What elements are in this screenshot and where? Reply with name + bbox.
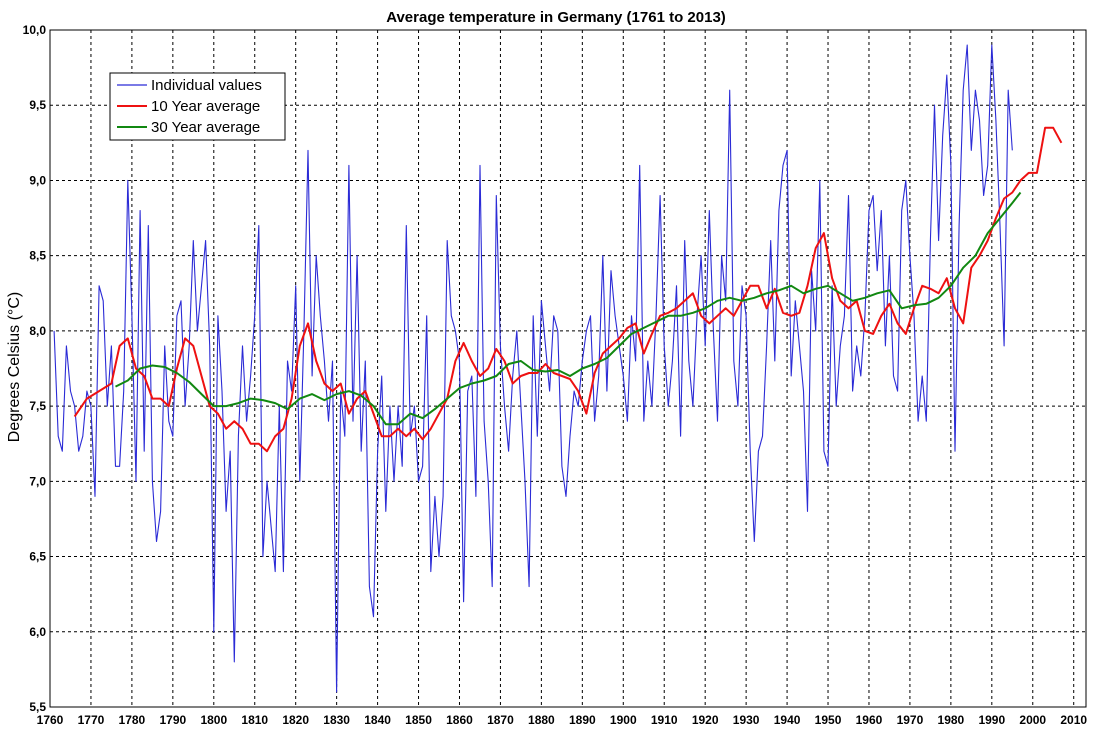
x-tick-label: 1970 (897, 713, 924, 727)
y-tick-label: 10,0 (23, 23, 47, 37)
y-tick-label: 6,0 (29, 625, 46, 639)
y-tick-label: 8,5 (29, 249, 46, 263)
y-tick-label: 6,5 (29, 550, 46, 564)
x-tick-label: 1910 (651, 713, 678, 727)
x-tick-label: 1980 (938, 713, 965, 727)
series-line-30-year-average (115, 191, 1022, 426)
x-tick-label: 1940 (774, 713, 801, 727)
x-tick-label: 1820 (282, 713, 309, 727)
y-tick-label: 5,5 (29, 700, 46, 714)
x-tick-label: 1810 (241, 713, 268, 727)
x-tick-label: 1790 (159, 713, 186, 727)
y-axis-label: Degrees Celsius (°C) (6, 292, 23, 442)
x-tick-label: 1920 (692, 713, 719, 727)
x-tick-label: 1900 (610, 713, 637, 727)
y-tick-label: 8,0 (29, 324, 46, 338)
x-tick-label: 1990 (978, 713, 1005, 727)
x-tick-label: 1850 (405, 713, 432, 727)
x-tick-labels: 1760 1770 1780 1790 1800 1810 1820 1830 1840 1850… (37, 713, 1088, 727)
x-tick-label: 1860 (446, 713, 473, 727)
x-tick-label: 1950 (815, 713, 842, 727)
series-line-individual-values (53, 44, 1013, 693)
y-tick-label: 9,0 (29, 173, 46, 187)
legend: Individual values 10 Year average 30 Yea… (109, 72, 286, 141)
series-lines (53, 44, 1063, 693)
legend-entry-30yr: 30 Year average (151, 119, 260, 136)
chart-title: Average temperature in Germany (1761 to … (386, 9, 726, 26)
x-tick-label: 1880 (528, 713, 555, 727)
plot-area-background (50, 30, 1086, 707)
plot-area-border (49, 29, 1087, 708)
x-tick-label: 1780 (119, 713, 146, 727)
x-tick-label: 1890 (569, 713, 596, 727)
x-tick-label: 1930 (733, 713, 760, 727)
series-line-10-year-average (73, 126, 1063, 453)
x-tick-label: 1760 (37, 713, 64, 727)
x-tick-label: 2000 (1019, 713, 1046, 727)
y-tick-label: 9,5 (29, 98, 46, 112)
legend-entry-individual: Individual values (151, 77, 262, 94)
x-tick-label: 1840 (364, 713, 391, 727)
x-tick-label: 2010 (1060, 713, 1087, 727)
y-tick-labels: 5,5 6,0 6,5 7,0 7,5 8,0 8,5 9,0 9,5 10,0 (23, 23, 47, 714)
x-tick-label: 1870 (487, 713, 514, 727)
legend-entry-10yr: 10 Year average (151, 98, 260, 115)
y-tick-label: 7,0 (29, 474, 46, 488)
x-tick-label: 1770 (78, 713, 105, 727)
x-tick-label: 1830 (323, 713, 350, 727)
y-tick-label: 7,5 (29, 399, 46, 413)
x-tick-label: 1960 (856, 713, 883, 727)
x-tick-label: 1800 (200, 713, 227, 727)
